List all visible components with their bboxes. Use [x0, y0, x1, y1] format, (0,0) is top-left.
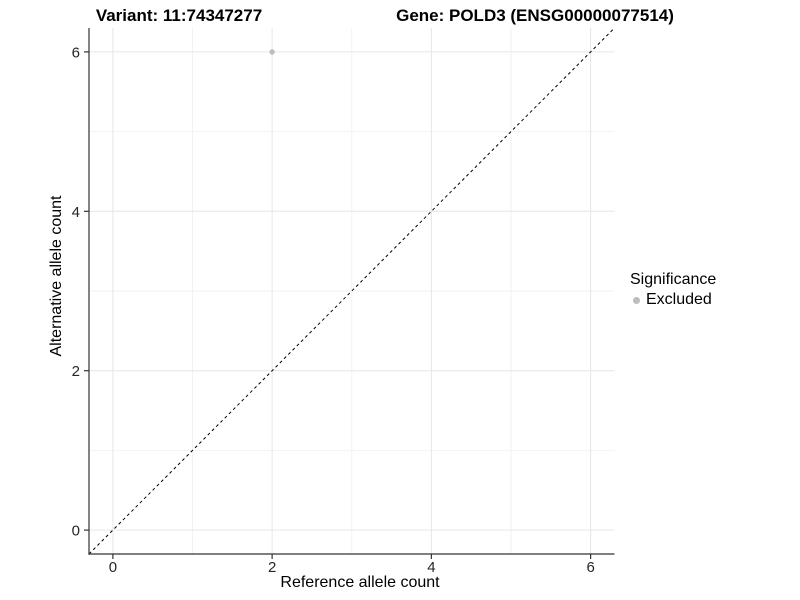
x-tick-label: 0 — [109, 559, 117, 576]
y-tick-label: 0 — [72, 523, 80, 540]
legend-title: Significance — [630, 271, 717, 288]
identity-dashed-line — [88, 27, 615, 555]
legend-item-label: Excluded — [646, 291, 712, 308]
legend-item-excluded: Excluded — [630, 291, 716, 309]
data-point — [269, 49, 275, 55]
legend: Significance Excluded — [630, 271, 716, 309]
y-tick-label: 2 — [72, 363, 80, 380]
legend-point-icon — [633, 296, 640, 304]
y-axis-title: Alternative allele count — [48, 195, 65, 357]
x-tick-label: 2 — [268, 559, 276, 576]
y-tick-label: 4 — [72, 204, 80, 221]
y-tick-label: 6 — [72, 44, 80, 61]
x-tick-label: 6 — [586, 559, 594, 576]
plot-title-gene: Gene: POLD3 (ENSG00000077514) — [396, 6, 674, 25]
x-tick-label: 4 — [427, 559, 435, 576]
plot-title-variant: Variant: 11:74347277 — [95, 6, 263, 25]
x-axis-title: Reference allele count — [280, 574, 440, 591]
